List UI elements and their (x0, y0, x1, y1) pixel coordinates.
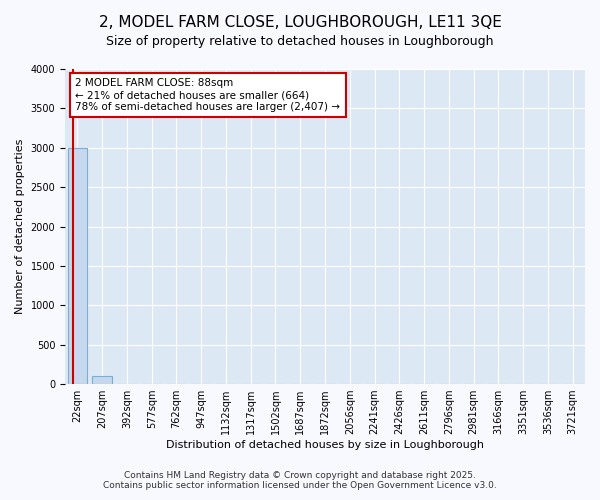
Bar (68, 148, 88, 384)
X-axis label: Distribution of detached houses by size in Loughborough: Distribution of detached houses by size … (166, 440, 484, 450)
Text: Contains HM Land Registry data © Crown copyright and database right 2025.
Contai: Contains HM Land Registry data © Crown c… (103, 470, 497, 490)
Y-axis label: Number of detached properties: Number of detached properties (15, 139, 25, 314)
Text: 2 MODEL FARM CLOSE: 88sqm
← 21% of detached houses are smaller (664)
78% of semi: 2 MODEL FARM CLOSE: 88sqm ← 21% of detac… (76, 78, 340, 112)
Text: 2, MODEL FARM CLOSE, LOUGHBOROUGH, LE11 3QE: 2, MODEL FARM CLOSE, LOUGHBOROUGH, LE11 … (98, 15, 502, 30)
Text: Size of property relative to detached houses in Loughborough: Size of property relative to detached ho… (106, 35, 494, 48)
Bar (92, 376, 112, 384)
